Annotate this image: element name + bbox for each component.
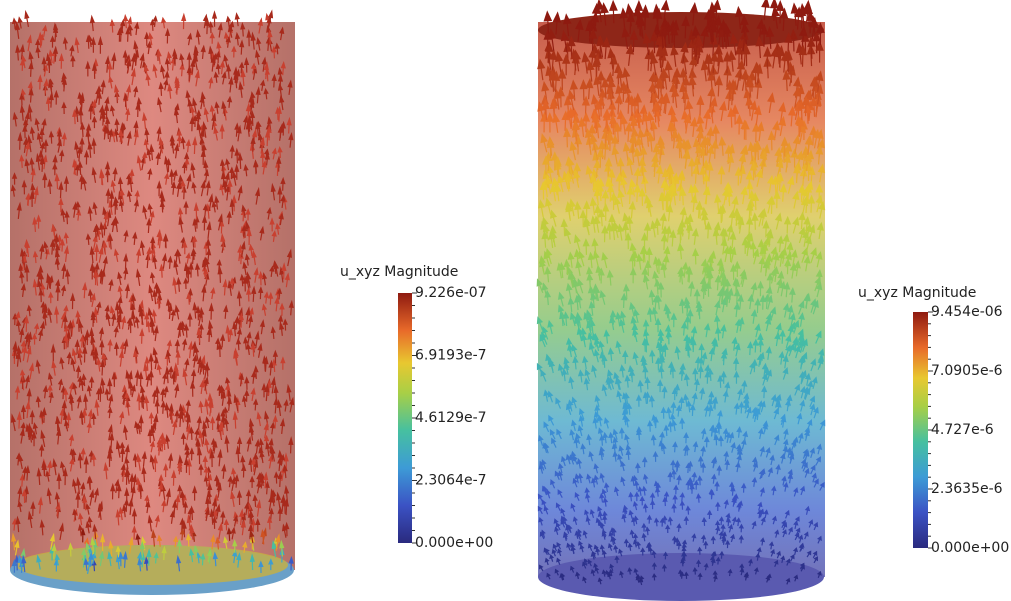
- color-bar-label: 4.727e-6: [931, 422, 994, 438]
- color-bar-label: 6.9193e-7: [415, 348, 487, 364]
- legend-title: u_xyz Magnitude: [340, 264, 458, 280]
- cylinder-right: [538, 12, 825, 601]
- color-bar: [398, 293, 412, 543]
- color-bar-label: 2.3064e-7: [415, 473, 487, 489]
- color-bar-label: 0.000e+00: [415, 535, 493, 551]
- color-bar-label: 9.226e-07: [415, 285, 487, 301]
- color-bar: [913, 312, 928, 548]
- visualization: u_xyz Magnitude 9.226e-07 6.9193e-7 4.6129e…: [0, 0, 1011, 601]
- legend-title: u_xyz Magnitude: [858, 285, 976, 301]
- color-bar-label: 4.6129e-7: [415, 410, 487, 426]
- page: u_xyz Magnitude 9.226e-07 6.9193e-7 4.6129e…: [0, 0, 1011, 601]
- color-bar-label: 9.454e-06: [931, 304, 1003, 320]
- color-bar-label: 7.0905e-6: [931, 363, 1003, 379]
- color-bar-label: 0.000e+00: [931, 540, 1009, 556]
- color-bar-label: 2.3635e-6: [931, 481, 1003, 497]
